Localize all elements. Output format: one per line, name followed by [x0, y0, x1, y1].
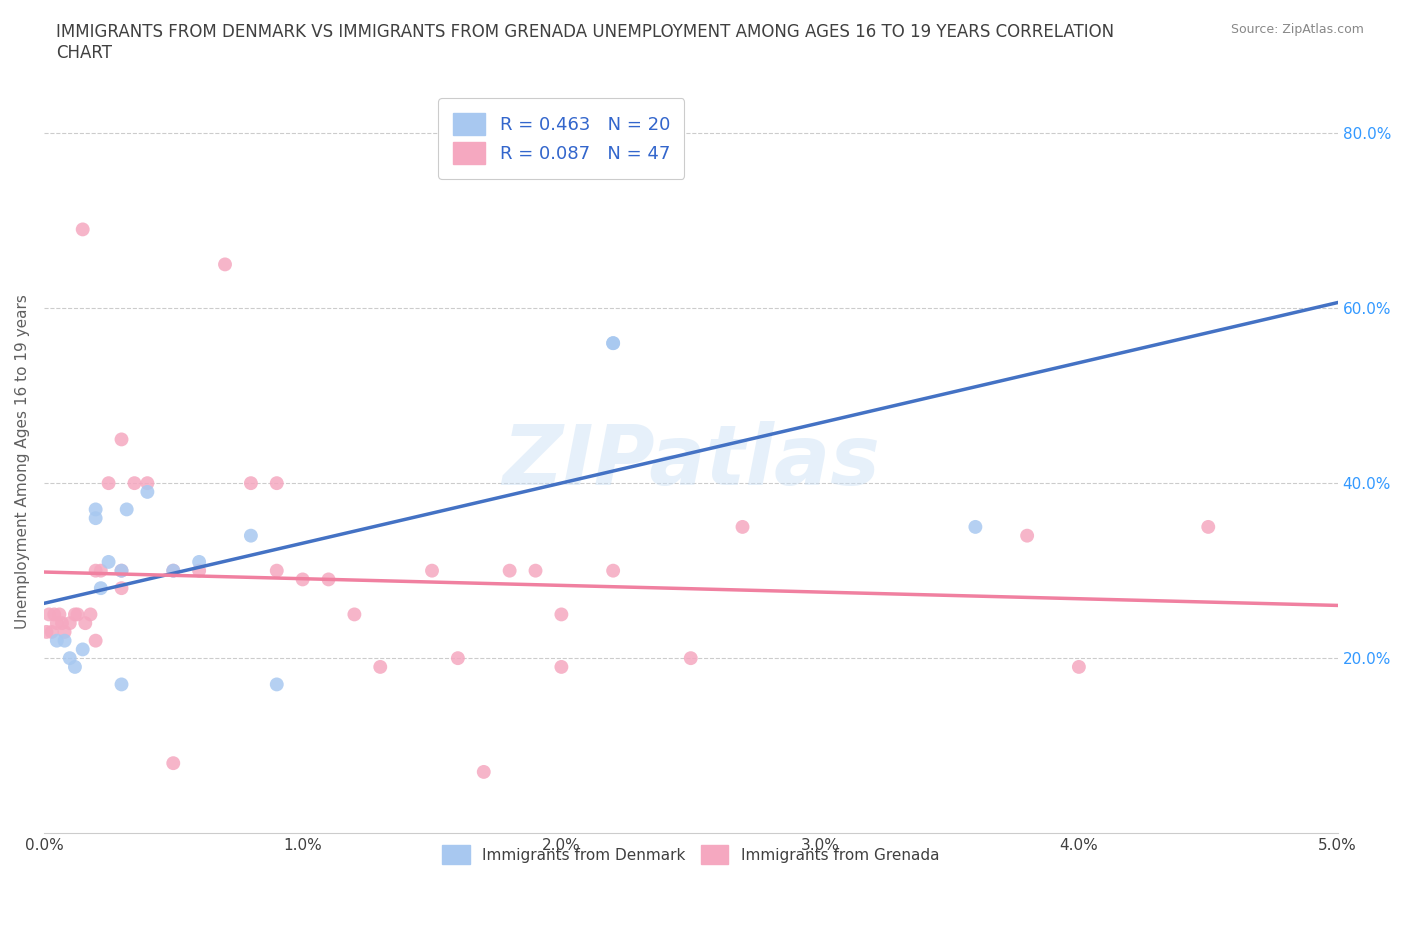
Point — [447, 651, 470, 666]
Point — [124, 476, 146, 491]
Point — [136, 476, 159, 491]
Point — [136, 485, 159, 499]
Point — [602, 564, 624, 578]
Point — [59, 651, 82, 666]
Legend: Immigrants from Denmark, Immigrants from Grenada: Immigrants from Denmark, Immigrants from… — [436, 839, 945, 870]
Point — [343, 607, 366, 622]
Point — [266, 476, 288, 491]
Point — [84, 633, 107, 648]
Point — [35, 624, 58, 639]
Point — [84, 564, 107, 578]
Point — [188, 554, 211, 569]
Point — [90, 580, 112, 595]
Point — [44, 607, 66, 622]
Point — [79, 607, 101, 622]
Point — [679, 651, 702, 666]
Point — [162, 756, 184, 771]
Point — [214, 257, 236, 272]
Point — [602, 336, 624, 351]
Point — [45, 633, 67, 648]
Point — [368, 659, 391, 674]
Point — [239, 528, 262, 543]
Text: Source: ZipAtlas.com: Source: ZipAtlas.com — [1230, 23, 1364, 36]
Point — [75, 616, 97, 631]
Point — [63, 659, 86, 674]
Point — [53, 624, 76, 639]
Point — [162, 564, 184, 578]
Point — [84, 502, 107, 517]
Point — [266, 564, 288, 578]
Point — [38, 607, 60, 622]
Point — [318, 572, 340, 587]
Y-axis label: Unemployment Among Ages 16 to 19 years: Unemployment Among Ages 16 to 19 years — [15, 294, 30, 629]
Point — [72, 642, 94, 657]
Text: IMMIGRANTS FROM DENMARK VS IMMIGRANTS FROM GRENADA UNEMPLOYMENT AMONG AGES 16 TO: IMMIGRANTS FROM DENMARK VS IMMIGRANTS FR… — [56, 23, 1115, 62]
Point — [110, 677, 132, 692]
Point — [1017, 528, 1039, 543]
Point — [239, 476, 262, 491]
Point — [84, 511, 107, 525]
Point — [110, 564, 132, 578]
Point — [90, 564, 112, 578]
Point — [45, 616, 67, 631]
Point — [97, 476, 120, 491]
Point — [110, 564, 132, 578]
Point — [162, 564, 184, 578]
Text: ZIPatlas: ZIPatlas — [502, 420, 880, 502]
Point — [59, 616, 82, 631]
Point — [550, 607, 572, 622]
Point — [97, 554, 120, 569]
Point — [291, 572, 314, 587]
Point — [66, 607, 89, 622]
Point — [110, 580, 132, 595]
Point — [550, 659, 572, 674]
Point — [1067, 659, 1090, 674]
Point — [965, 520, 987, 535]
Point — [115, 502, 138, 517]
Point — [41, 624, 63, 639]
Point — [51, 616, 73, 631]
Point — [731, 520, 754, 535]
Point — [48, 607, 70, 622]
Point — [602, 336, 624, 351]
Point — [1197, 520, 1219, 535]
Point — [420, 564, 443, 578]
Point — [53, 633, 76, 648]
Point — [498, 564, 520, 578]
Point — [63, 607, 86, 622]
Point — [72, 222, 94, 237]
Point — [524, 564, 547, 578]
Point — [266, 677, 288, 692]
Point — [188, 564, 211, 578]
Point — [472, 764, 495, 779]
Point — [110, 432, 132, 446]
